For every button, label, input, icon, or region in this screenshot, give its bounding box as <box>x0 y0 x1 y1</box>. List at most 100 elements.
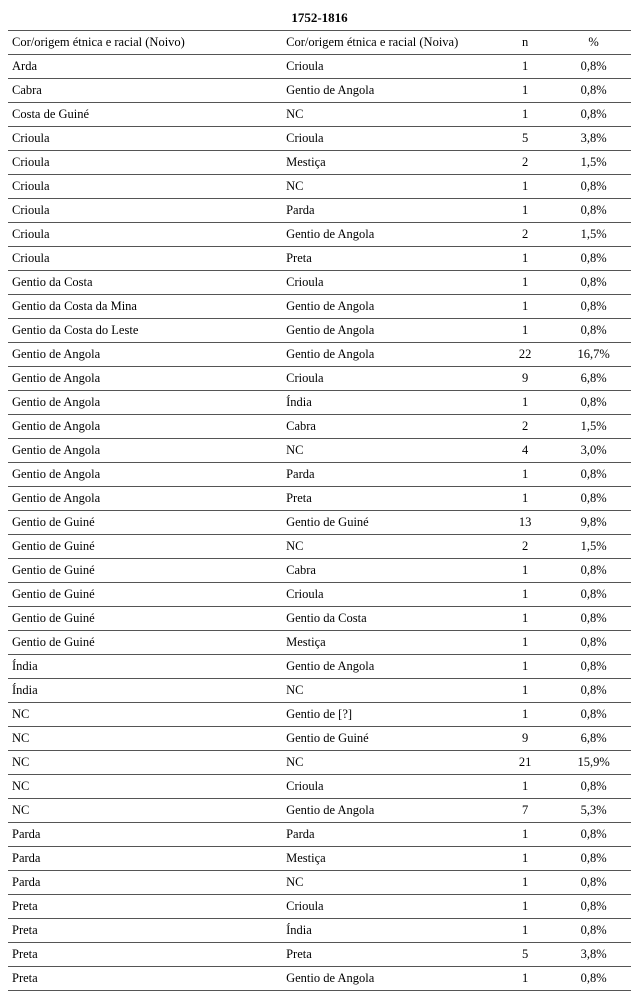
cell-n: 1 <box>494 823 556 847</box>
cell-noivo: Gentio de Angola <box>8 415 282 439</box>
table-row: Gentio de AngolaPreta10,8% <box>8 487 631 511</box>
cell-noivo: NC <box>8 703 282 727</box>
cell-n: 21 <box>494 751 556 775</box>
table-row: Gentio de GuinéCabra10,8% <box>8 559 631 583</box>
cell-noiva: Parda <box>282 463 494 487</box>
cell-noivo: NC <box>8 751 282 775</box>
cell-noiva: NC <box>282 439 494 463</box>
table-row: Gentio de GuinéCrioula10,8% <box>8 583 631 607</box>
cell-pct: 3,8% <box>556 127 631 151</box>
cell-n: 13 <box>494 511 556 535</box>
cell-noivo: NC <box>8 775 282 799</box>
cell-noivo: Gentio de Guiné <box>8 511 282 535</box>
cell-noiva: Mestiça <box>282 151 494 175</box>
cell-noiva: Crioula <box>282 127 494 151</box>
cell-noivo: Preta <box>8 943 282 967</box>
cell-noivo: Cabra <box>8 79 282 103</box>
table-row: Gentio de GuinéNC21,5% <box>8 535 631 559</box>
cell-pct: 5,3% <box>556 799 631 823</box>
table-row: Gentio de AngolaCrioula96,8% <box>8 367 631 391</box>
cell-n: 1 <box>494 631 556 655</box>
table-row: Gentio da CostaCrioula10,8% <box>8 271 631 295</box>
table-row: CabraGentio de Angola10,8% <box>8 79 631 103</box>
table-row: NCGentio de Guiné96,8% <box>8 727 631 751</box>
cell-n: 1 <box>494 559 556 583</box>
table-row: CrioulaGentio de Angola21,5% <box>8 223 631 247</box>
cell-pct: 0,8% <box>556 583 631 607</box>
cell-pct: 0,8% <box>556 103 631 127</box>
table-row: CrioulaCrioula53,8% <box>8 127 631 151</box>
cell-pct: 0,8% <box>556 391 631 415</box>
cell-pct: 6,8% <box>556 367 631 391</box>
table-row: PardaParda10,8% <box>8 823 631 847</box>
table-row: NCNC2115,9% <box>8 751 631 775</box>
cell-n: 1 <box>494 79 556 103</box>
cell-noivo: Preta <box>8 967 282 991</box>
cell-noiva: NC <box>282 535 494 559</box>
cell-noivo: Gentio de Guiné <box>8 535 282 559</box>
cell-noivo: Arda <box>8 55 282 79</box>
cell-noivo: Crioula <box>8 175 282 199</box>
cell-pct: 0,8% <box>556 919 631 943</box>
cell-n: 1 <box>494 703 556 727</box>
cell-pct: 0,8% <box>556 775 631 799</box>
cell-n: 1 <box>494 895 556 919</box>
cell-n: 5 <box>494 943 556 967</box>
cell-noiva: Parda <box>282 199 494 223</box>
cell-pct: 1,5% <box>556 151 631 175</box>
cell-noiva: Gentio de Angola <box>282 343 494 367</box>
cell-noiva: Crioula <box>282 367 494 391</box>
cell-noiva: Cabra <box>282 559 494 583</box>
cell-noivo: Gentio da Costa da Mina <box>8 295 282 319</box>
cell-pct: 6,8% <box>556 727 631 751</box>
cell-noivo: Gentio de Angola <box>8 391 282 415</box>
cell-pct: 0,8% <box>556 607 631 631</box>
cell-noiva: Gentio de [?] <box>282 703 494 727</box>
cell-n: 7 <box>494 799 556 823</box>
cell-n: 1 <box>494 103 556 127</box>
cell-noiva: NC <box>282 751 494 775</box>
cell-noivo: Crioula <box>8 247 282 271</box>
cell-n: 1 <box>494 871 556 895</box>
cell-n: 1 <box>494 271 556 295</box>
table-row: Gentio de AngolaGentio de Angola2216,7% <box>8 343 631 367</box>
cell-noivo: Parda <box>8 871 282 895</box>
cell-pct: 0,8% <box>556 823 631 847</box>
cell-noiva: Gentio de Angola <box>282 967 494 991</box>
cell-noiva: Preta <box>282 247 494 271</box>
table-row: PretaGentio de Angola10,8% <box>8 967 631 991</box>
col-header-noivo: Cor/origem étnica e racial (Noivo) <box>8 31 282 55</box>
table-row: Gentio de GuinéGentio de Guiné139,8% <box>8 511 631 535</box>
cell-noivo: NC <box>8 727 282 751</box>
col-header-pct: % <box>556 31 631 55</box>
cell-pct: 15,9% <box>556 751 631 775</box>
cell-noivo: Gentio de Angola <box>8 487 282 511</box>
cell-n: 1 <box>494 487 556 511</box>
table-row: PretaPreta53,8% <box>8 943 631 967</box>
cell-pct: 1,5% <box>556 223 631 247</box>
cell-noiva: Mestiça <box>282 847 494 871</box>
cell-noiva: NC <box>282 103 494 127</box>
cell-noiva: Índia <box>282 919 494 943</box>
cell-noiva: Mestiça <box>282 631 494 655</box>
cell-noiva: Gentio de Guiné <box>282 511 494 535</box>
cell-noiva: Gentio de Angola <box>282 295 494 319</box>
table-row: CrioulaPreta10,8% <box>8 247 631 271</box>
cell-noiva: Crioula <box>282 271 494 295</box>
cell-n: 1 <box>494 607 556 631</box>
cell-noivo: Gentio de Angola <box>8 367 282 391</box>
cell-noiva: Crioula <box>282 895 494 919</box>
cell-noiva: Gentio de Guiné <box>282 727 494 751</box>
table-row: NCGentio de [?]10,8% <box>8 703 631 727</box>
cell-n: 1 <box>494 319 556 343</box>
cell-noivo: Parda <box>8 823 282 847</box>
table-header-row: Cor/origem étnica e racial (Noivo) Cor/o… <box>8 31 631 55</box>
cell-n: 1 <box>494 391 556 415</box>
table-row: PardaMestiça10,8% <box>8 847 631 871</box>
cell-noiva: Gentio de Angola <box>282 799 494 823</box>
table-row: Gentio da Costa do LesteGentio de Angola… <box>8 319 631 343</box>
cell-noiva: Crioula <box>282 583 494 607</box>
cell-noiva: Parda <box>282 823 494 847</box>
cell-noiva: Gentio da Costa <box>282 607 494 631</box>
cell-pct: 0,8% <box>556 703 631 727</box>
